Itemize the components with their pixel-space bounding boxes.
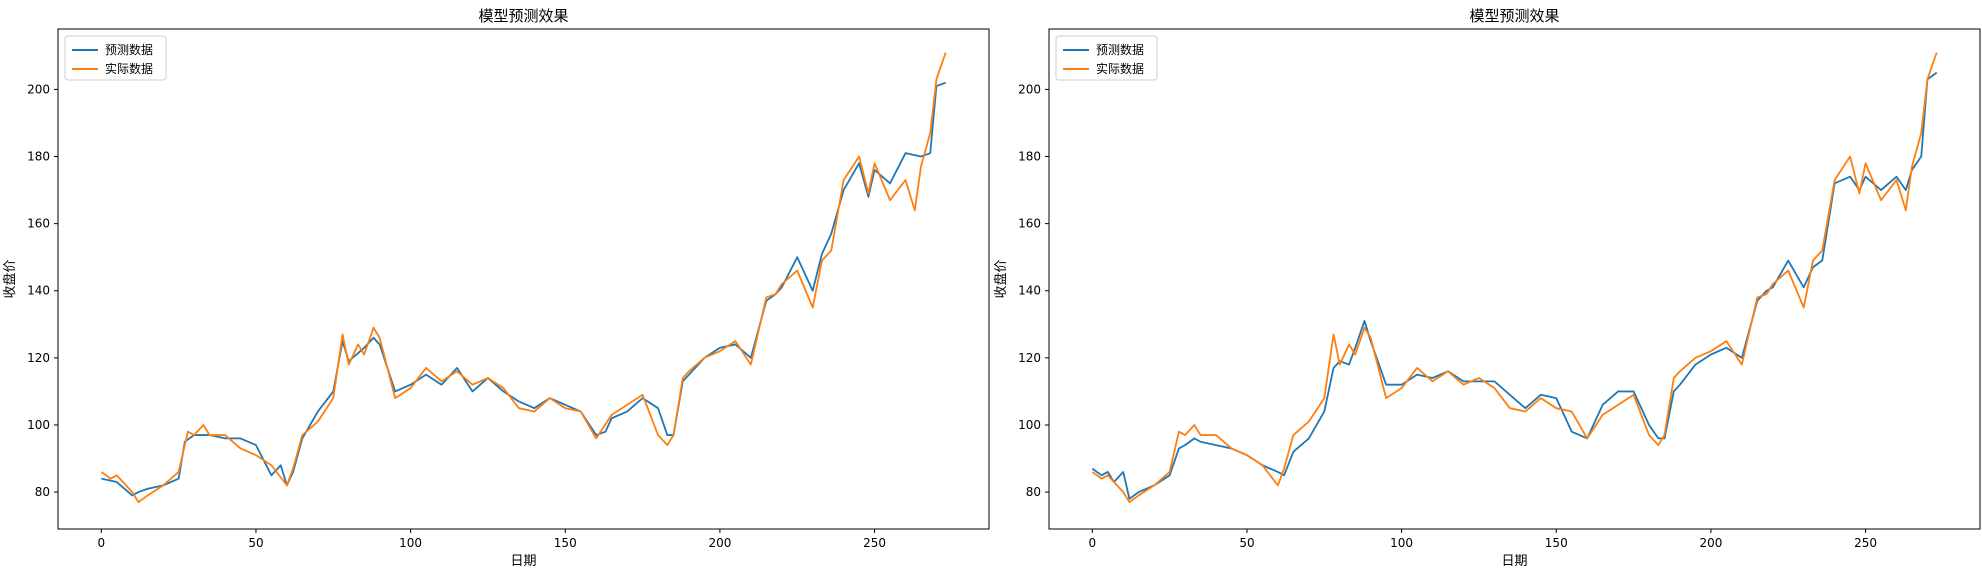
- y-axis-label: 收盘价: [2, 259, 18, 298]
- chart-panel-2: 模型预测效果 0 50 100 150 200 250 80 100 120 140 160 180 20…: [993, 7, 1981, 569]
- y-tick-label: 180: [27, 150, 50, 164]
- series-line-predicted: [1091, 71, 1938, 500]
- x-tick-label: 0: [1088, 536, 1096, 550]
- legend-label: 实际数据: [1096, 61, 1144, 76]
- series-line-actual: [100, 52, 947, 504]
- chart-title: 模型预测效果: [1469, 7, 1559, 25]
- x-tick-label: 100: [399, 536, 422, 550]
- chart-panel-1: 模型预测效果 0 50 100 150 200 250 80 100 120 140 160 180 20…: [2, 7, 990, 569]
- legend-label: 预测数据: [105, 42, 153, 57]
- y-tick-label: 200: [1018, 82, 1041, 96]
- x-tick-label: 200: [1699, 536, 1722, 550]
- y-tick-label: 120: [27, 351, 50, 365]
- y-tick-label: 100: [27, 418, 50, 432]
- x-tick-label: 250: [1854, 536, 1877, 550]
- y-tick-label: 160: [1018, 217, 1041, 231]
- y-tick-label: 200: [27, 82, 50, 96]
- y-tick-label: 140: [27, 284, 50, 298]
- x-tick-label: 100: [1390, 536, 1413, 550]
- plot-frame: [57, 28, 990, 530]
- x-tick-label: 250: [863, 536, 886, 550]
- y-tick-label: 120: [1018, 351, 1041, 365]
- legend-label: 预测数据: [1096, 42, 1144, 57]
- y-tick-label: 80: [1026, 485, 1041, 499]
- y-tick-label: 100: [1018, 418, 1041, 432]
- x-tick-label: 200: [708, 536, 731, 550]
- plot-frame: [1048, 28, 1981, 530]
- y-tick-label: 140: [1018, 284, 1041, 298]
- series-line-predicted: [101, 81, 947, 497]
- x-tick-label: 150: [554, 536, 577, 550]
- chart-title: 模型预测效果: [478, 7, 568, 25]
- series-line-actual: [1091, 52, 1938, 504]
- x-tick-label: 0: [97, 536, 105, 550]
- x-tick-label: 50: [1239, 536, 1254, 550]
- x-tick-label: 150: [1545, 536, 1568, 550]
- x-axis-label: 日期: [1501, 554, 1527, 569]
- y-tick-label: 80: [35, 485, 50, 499]
- legend-label: 实际数据: [105, 61, 153, 76]
- y-axis-label: 收盘价: [993, 259, 1009, 298]
- y-tick-label: 160: [27, 217, 50, 231]
- x-axis-label: 日期: [510, 554, 536, 569]
- y-tick-label: 180: [1018, 150, 1041, 164]
- x-tick-label: 50: [248, 536, 263, 550]
